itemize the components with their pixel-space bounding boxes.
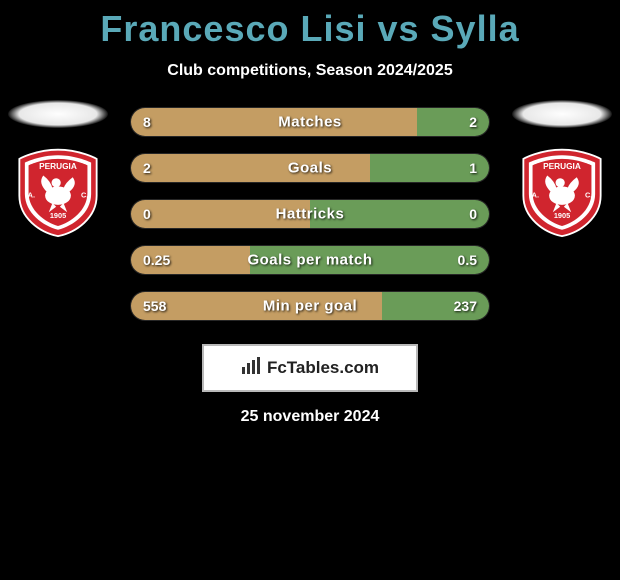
left-player-column: PERUGIA 1905 A. C. (8, 100, 108, 238)
bar-right-value: 0 (469, 206, 477, 222)
comparison-bars: 8Matches22Goals10Hattricks00.25Goals per… (131, 108, 489, 320)
svg-text:A.: A. (28, 191, 35, 200)
bar-label: Goals (131, 160, 489, 177)
club-badge-left: PERUGIA 1905 A. C. (12, 146, 104, 238)
club-badge-right: PERUGIA 1905 A. C. (516, 146, 608, 238)
footer-brand-text: FcTables.com (267, 358, 379, 378)
player-shadow-right (512, 100, 612, 128)
bar-row: 0.25Goals per match0.5 (131, 246, 489, 274)
player-shadow-left (8, 100, 108, 128)
svg-text:C.: C. (81, 191, 88, 200)
page-subtitle: Club competitions, Season 2024/2025 (0, 62, 620, 80)
svg-text:PERUGIA: PERUGIA (543, 162, 581, 171)
chart-icon (241, 357, 261, 380)
bar-right-value: 2 (469, 114, 477, 130)
bar-right-value: 237 (454, 298, 477, 314)
svg-text:A.: A. (532, 191, 539, 200)
svg-text:1905: 1905 (554, 211, 570, 220)
page-title: Francesco Lisi vs Sylla (0, 0, 620, 50)
svg-text:C.: C. (585, 191, 592, 200)
right-player-column: PERUGIA 1905 A. C. (512, 100, 612, 238)
bar-right-value: 1 (469, 160, 477, 176)
bar-row: 2Goals1 (131, 154, 489, 182)
bar-label: Matches (131, 114, 489, 131)
svg-text:1905: 1905 (50, 211, 66, 220)
bar-row: 558Min per goal237 (131, 292, 489, 320)
comparison-content: PERUGIA 1905 A. C. PERUGIA 1905 A. C. 8Matches… (0, 108, 620, 426)
bar-label: Goals per match (131, 252, 489, 269)
bar-label: Min per goal (131, 298, 489, 315)
bar-row: 0Hattricks0 (131, 200, 489, 228)
svg-text:PERUGIA: PERUGIA (39, 162, 77, 171)
bar-right-value: 0.5 (458, 252, 477, 268)
bar-row: 8Matches2 (131, 108, 489, 136)
footer-date: 25 november 2024 (0, 408, 620, 426)
footer-brand-box: FcTables.com (202, 344, 418, 392)
bar-label: Hattricks (131, 206, 489, 223)
